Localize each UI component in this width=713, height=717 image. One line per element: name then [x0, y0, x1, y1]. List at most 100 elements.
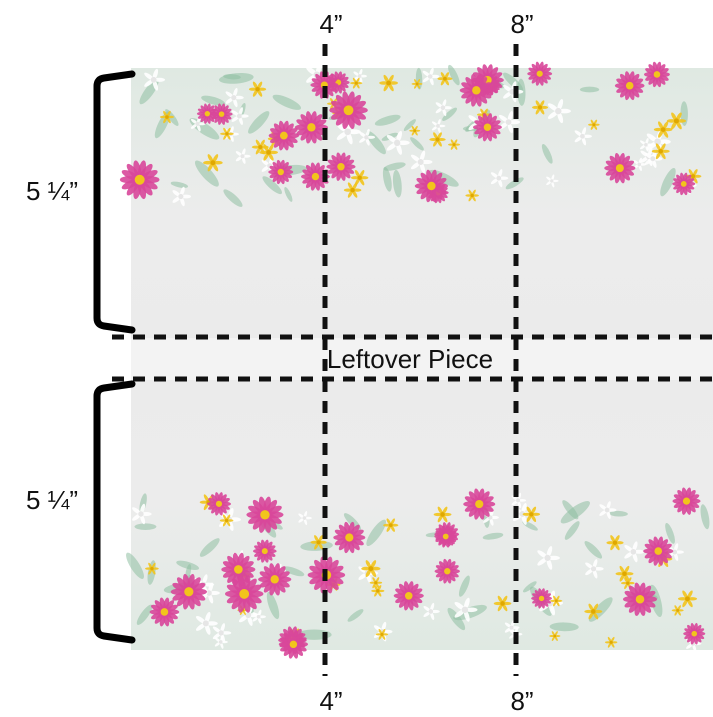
floral-border-top [119, 61, 702, 207]
flower-icon [258, 563, 292, 596]
leaf-icon [660, 167, 676, 197]
flower-icon [677, 590, 698, 608]
leaf-icon [223, 74, 241, 80]
flower-icon [329, 91, 368, 129]
flower-icon [219, 514, 234, 527]
flower-icon [574, 127, 592, 146]
leaf-icon [579, 86, 600, 93]
flower-icon [623, 582, 657, 616]
flower-icon [621, 577, 635, 590]
flower-icon [527, 61, 553, 86]
flower-icon [639, 137, 654, 152]
flower-icon [550, 595, 563, 607]
flower-icon [207, 492, 231, 516]
leaf-icon [442, 107, 457, 121]
flower-icon [172, 186, 192, 207]
leaf-icon [392, 169, 402, 198]
flower-icon [132, 503, 152, 525]
leaf-icon [541, 144, 553, 164]
leaf-icon [126, 552, 144, 579]
leaf-icon [453, 604, 487, 621]
leaf-icon [374, 114, 401, 126]
flower-icon [522, 506, 541, 522]
flower-icon [195, 611, 218, 635]
flower-icon [225, 88, 244, 108]
flower-icon [214, 635, 228, 649]
flower-icon [643, 536, 674, 566]
flower-icon [225, 575, 264, 613]
flower-icon [615, 565, 634, 582]
flower-icon [251, 139, 269, 155]
flower-icon [350, 170, 369, 186]
leaf-icon [482, 532, 504, 540]
flower-icon [549, 631, 561, 641]
flower-icon [606, 535, 624, 551]
flower-icon [498, 111, 521, 134]
flower-icon [465, 189, 479, 202]
flower-icon [170, 573, 207, 610]
flower-icon [653, 121, 673, 138]
label-side-bottom: 5 ¼” [26, 485, 78, 515]
flower-icon [434, 558, 460, 584]
flower-icon [371, 585, 385, 597]
flower-icon [268, 159, 294, 185]
leaf-icon [584, 541, 603, 559]
flower-icon [454, 597, 478, 622]
leaf-icon [549, 622, 579, 632]
flower-icon [333, 521, 366, 554]
leaf-icon [564, 521, 580, 540]
flower-icon [203, 154, 223, 172]
flower-icon [493, 595, 512, 612]
flower-icon [212, 623, 232, 643]
flower-icon [666, 112, 687, 130]
flower-icon [210, 103, 233, 125]
leaf-icon [366, 519, 387, 547]
flower-icon [644, 61, 670, 88]
leaf-icon [505, 177, 524, 190]
flower-icon [246, 496, 284, 533]
leaf-icon [609, 510, 628, 517]
leaf-icon [272, 94, 302, 110]
flower-icon [414, 169, 449, 203]
leaf-icon [282, 566, 305, 577]
flower-icon [435, 99, 452, 117]
flower-icon [437, 72, 453, 86]
flower-icon [490, 169, 509, 188]
flower-icon [422, 67, 440, 86]
leaf-icon [458, 575, 470, 597]
leaf-icon [194, 160, 219, 187]
flower-icon [361, 560, 381, 578]
flower-icon [473, 113, 502, 142]
flower-icon [144, 68, 166, 91]
flower-icon [411, 79, 423, 89]
flower-icon [359, 128, 376, 146]
flower-icon [547, 99, 571, 124]
label-side-top: 5 ¼” [26, 176, 78, 206]
leaf-icon [170, 181, 189, 188]
flower-icon [336, 119, 361, 145]
leaf-icon [347, 609, 364, 622]
flower-icon [379, 74, 398, 92]
flower-icon [253, 539, 277, 563]
flower-icon [310, 535, 327, 550]
flower-icon [190, 116, 206, 132]
flower-icon [434, 525, 458, 548]
flower-icon [220, 127, 234, 140]
flower-icon [119, 160, 160, 200]
flower-icon [268, 120, 299, 151]
leaf-icon [522, 581, 537, 593]
leaf-icon [136, 604, 153, 625]
flower-icon [350, 77, 363, 89]
leaf-icon [700, 504, 710, 530]
leaf-icon [262, 176, 283, 195]
leaf-icon [382, 167, 392, 192]
flower-icon [326, 152, 356, 181]
flower-icon [511, 492, 527, 509]
flower-icon [459, 74, 493, 107]
label-leftover-piece: Leftover Piece [327, 344, 493, 374]
flower-icon [149, 597, 180, 627]
flower-icon [375, 628, 389, 640]
leaf-icon [403, 119, 416, 131]
leaf-icon [266, 591, 280, 620]
label-bottom-4in: 4” [319, 686, 342, 716]
